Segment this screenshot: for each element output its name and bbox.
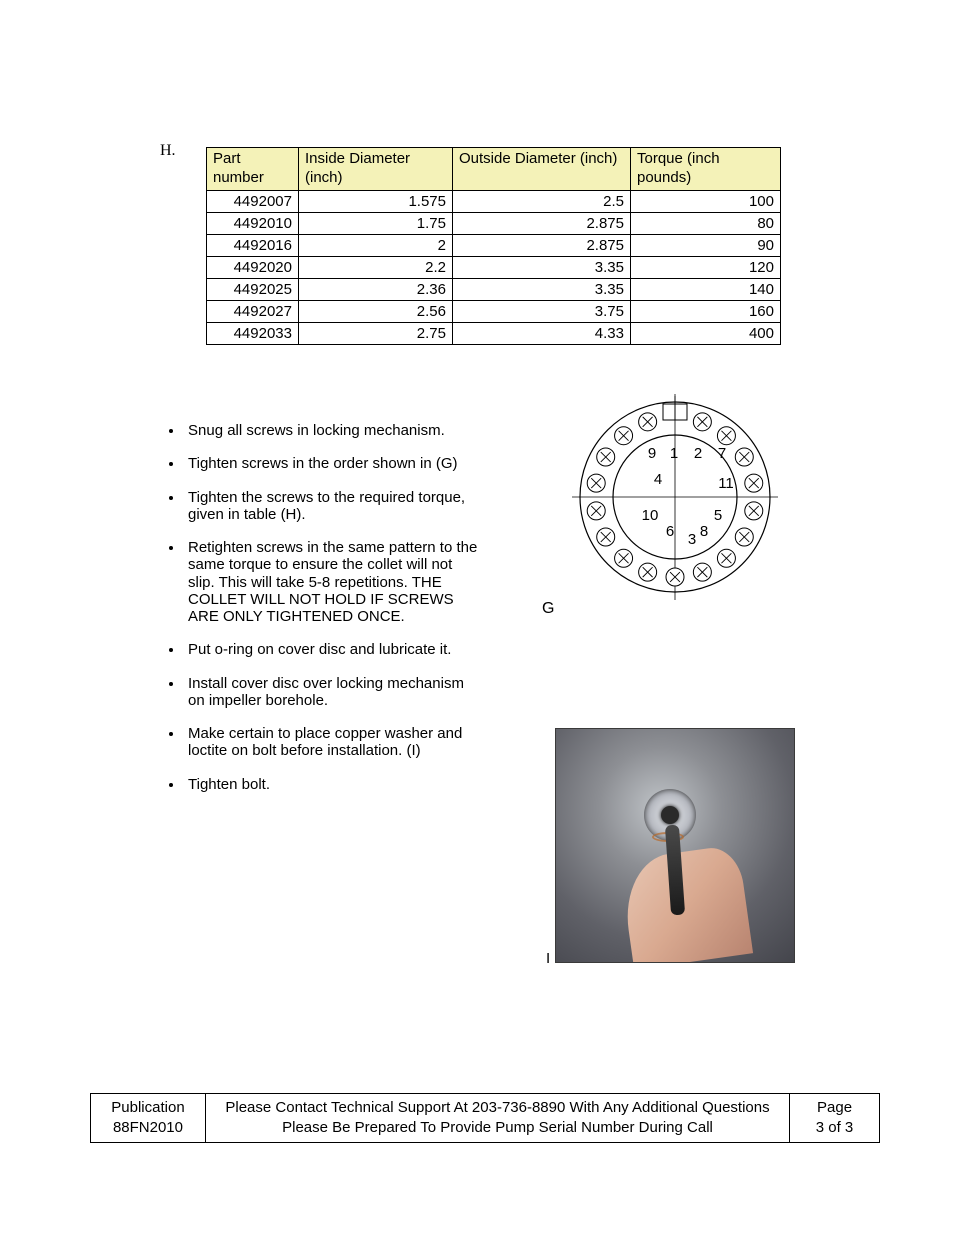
table-row: 44920202.23.35120 xyxy=(207,256,781,278)
table-cell: 100 xyxy=(631,190,781,212)
table-cell: 1.75 xyxy=(299,212,453,234)
table-row: 44920272.563.75160 xyxy=(207,300,781,322)
installation-photo xyxy=(555,728,795,963)
footer-line1: Please Contact Technical Support At 203-… xyxy=(225,1099,769,1116)
table-cell: 2.2 xyxy=(299,256,453,278)
instruction-item: Retighten screws in the same pattern to … xyxy=(184,539,478,625)
instruction-item: Tighten the screws to the required torqu… xyxy=(184,489,478,524)
table-row: 44920101.752.87580 xyxy=(207,212,781,234)
instructions-block: Snug all screws in locking mechanism.Tig… xyxy=(198,422,478,809)
col-header-torque: Torque (inch pounds) xyxy=(631,148,781,191)
table-cell: 3.35 xyxy=(453,278,631,300)
table-row: 44920071.5752.5100 xyxy=(207,190,781,212)
table-cell: 1.575 xyxy=(299,190,453,212)
table-cell: 4492010 xyxy=(207,212,299,234)
svg-text:4: 4 xyxy=(654,471,662,488)
table-cell: 160 xyxy=(631,300,781,322)
photo-label-i: I xyxy=(546,950,550,967)
footer-page-num: 3 of 3 xyxy=(816,1119,854,1136)
table-cell: 3.35 xyxy=(453,256,631,278)
table-cell: 4492016 xyxy=(207,234,299,256)
table-row: 44920332.754.33400 xyxy=(207,322,781,344)
instruction-item: Snug all screws in locking mechanism. xyxy=(184,422,478,439)
table-row: 44920252.363.35140 xyxy=(207,278,781,300)
table-cell: 4492033 xyxy=(207,322,299,344)
footer-publication-label: Publication xyxy=(111,1099,184,1116)
instruction-item: Put o-ring on cover disc and lubricate i… xyxy=(184,641,478,658)
col-header-part: Part number xyxy=(207,148,299,191)
svg-text:10: 10 xyxy=(642,507,659,524)
table-cell: 2.875 xyxy=(453,212,631,234)
table-cell: 140 xyxy=(631,278,781,300)
footer-line2: Please Be Prepared To Provide Pump Seria… xyxy=(282,1119,713,1136)
table-cell: 2.36 xyxy=(299,278,453,300)
svg-text:7: 7 xyxy=(718,445,726,462)
table-cell: 90 xyxy=(631,234,781,256)
footer-publication: Publication 88FN2010 xyxy=(91,1093,206,1143)
table-cell: 80 xyxy=(631,212,781,234)
svg-text:11: 11 xyxy=(718,475,734,492)
table-cell: 4.33 xyxy=(453,322,631,344)
svg-text:6: 6 xyxy=(666,523,674,540)
table-cell: 400 xyxy=(631,322,781,344)
footer-page-label: Page xyxy=(817,1099,852,1116)
instruction-item: Tighten screws in the order shown in (G) xyxy=(184,455,478,472)
table-cell: 2.875 xyxy=(453,234,631,256)
table-row: 449201622.87590 xyxy=(207,234,781,256)
footer-page: Page 3 of 3 xyxy=(790,1093,880,1143)
table-header-row: Part number Inside Diameter (inch) Outsi… xyxy=(207,148,781,191)
table-cell: 4492020 xyxy=(207,256,299,278)
svg-text:8: 8 xyxy=(700,523,708,540)
svg-text:5: 5 xyxy=(714,507,722,524)
instruction-item: Tighten bolt. xyxy=(184,776,478,793)
table-cell: 2.75 xyxy=(299,322,453,344)
table-cell: 3.75 xyxy=(453,300,631,322)
footer-publication-id: 88FN2010 xyxy=(113,1119,183,1136)
instruction-item: Install cover disc over locking mechanis… xyxy=(184,675,478,710)
footer-table: Publication 88FN2010 Please Contact Tech… xyxy=(90,1093,880,1144)
torque-table: Part number Inside Diameter (inch) Outsi… xyxy=(206,147,781,345)
letter-h: H. xyxy=(160,142,176,160)
table-cell: 2.56 xyxy=(299,300,453,322)
col-header-inside: Inside Diameter (inch) xyxy=(299,148,453,191)
svg-text:2: 2 xyxy=(694,445,702,462)
screw-pattern-diagram: 12 3 4 5 6 7 8 9 10 11 xyxy=(570,392,780,602)
footer-support: Please Contact Technical Support At 203-… xyxy=(205,1093,789,1143)
table-cell: 2 xyxy=(299,234,453,256)
table-cell: 4492025 xyxy=(207,278,299,300)
svg-text:1: 1 xyxy=(670,445,678,462)
instruction-item: Make certain to place copper washer and … xyxy=(184,725,478,760)
table-cell: 2.5 xyxy=(453,190,631,212)
table-cell: 4492007 xyxy=(207,190,299,212)
svg-text:3: 3 xyxy=(688,531,696,548)
diagram-label-g: G xyxy=(542,600,554,618)
table-cell: 4492027 xyxy=(207,300,299,322)
table-cell: 120 xyxy=(631,256,781,278)
svg-text:9: 9 xyxy=(648,445,656,462)
col-header-outside: Outside Diameter (inch) xyxy=(453,148,631,191)
